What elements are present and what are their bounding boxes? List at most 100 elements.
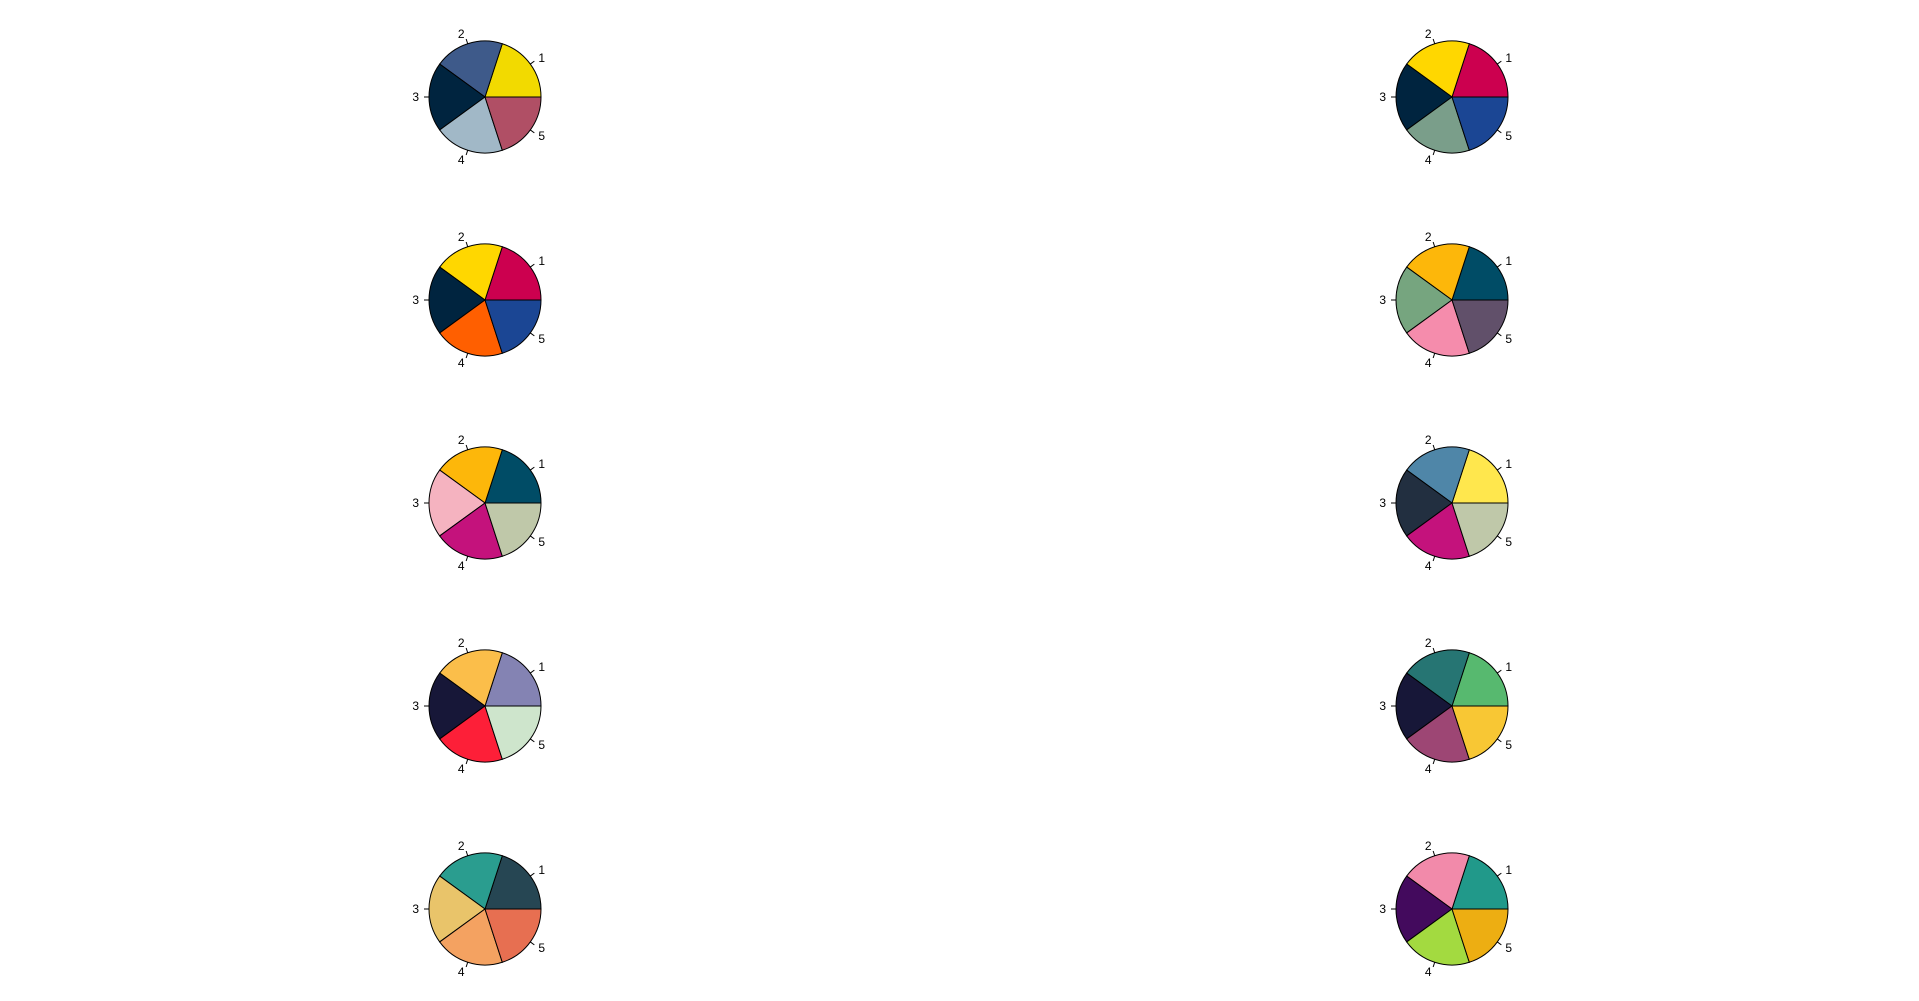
slice-label: 5 bbox=[1505, 738, 1512, 752]
pie-slice bbox=[439, 852, 503, 910]
slice-label: 3 bbox=[1379, 90, 1386, 104]
slice-label: 3 bbox=[412, 90, 419, 104]
slice-label-tick bbox=[1497, 466, 1502, 471]
pie-slice bbox=[428, 63, 486, 131]
pie-slice bbox=[439, 96, 503, 154]
slice-label: 2 bbox=[458, 433, 465, 447]
pie-slice bbox=[1406, 446, 1470, 504]
slice-label-tick bbox=[530, 466, 535, 471]
pie-slice bbox=[439, 299, 503, 357]
slice-label: 2 bbox=[1425, 230, 1432, 244]
slice-label-tick bbox=[1497, 129, 1502, 134]
pie-slice bbox=[1406, 908, 1470, 966]
slice-label: 1 bbox=[1505, 254, 1512, 268]
slice-label-tick bbox=[530, 535, 535, 540]
slice-label: 1 bbox=[1505, 863, 1512, 877]
slice-label-tick bbox=[1432, 150, 1436, 156]
slice-label-tick bbox=[530, 60, 535, 65]
pie-chart-7: 1 2 3 4 5 bbox=[412, 636, 545, 776]
slice-label: 2 bbox=[1425, 27, 1432, 41]
slice-label: 3 bbox=[412, 293, 419, 307]
slice-label-tick bbox=[1497, 872, 1502, 877]
slice-label: 1 bbox=[1505, 51, 1512, 65]
slice-label: 1 bbox=[538, 863, 545, 877]
slice-label-tick bbox=[1432, 241, 1436, 247]
slice-label: 3 bbox=[412, 699, 419, 713]
pie-slice bbox=[439, 502, 503, 560]
slice-label: 4 bbox=[1425, 559, 1432, 573]
slice-label: 4 bbox=[458, 559, 465, 573]
slice-label: 4 bbox=[458, 965, 465, 979]
pie-slice bbox=[439, 40, 503, 98]
slice-label-tick bbox=[1432, 353, 1436, 359]
slice-label: 5 bbox=[538, 941, 545, 955]
pie-chart-1: 1 2 3 4 5 bbox=[412, 27, 545, 167]
slice-label: 5 bbox=[1505, 129, 1512, 143]
pie-slice bbox=[439, 705, 503, 763]
pie-chart-3: 1 2 3 4 5 bbox=[412, 230, 545, 370]
slice-label-tick bbox=[1497, 332, 1502, 337]
slice-label: 2 bbox=[458, 839, 465, 853]
slice-label-tick bbox=[465, 150, 469, 156]
pie-slice bbox=[428, 469, 486, 537]
pie-slice bbox=[428, 266, 486, 334]
pie-slice bbox=[439, 446, 503, 504]
slice-label-tick bbox=[465, 241, 469, 247]
pie-chart-6: 1 2 3 4 5 bbox=[1379, 433, 1512, 573]
slice-label-tick bbox=[530, 263, 535, 268]
slice-label-tick bbox=[465, 962, 469, 968]
slice-label-tick bbox=[1432, 444, 1436, 450]
slice-label-tick bbox=[530, 332, 535, 337]
slice-label: 5 bbox=[1505, 332, 1512, 346]
pie-slice bbox=[1395, 875, 1453, 943]
slice-label: 3 bbox=[412, 902, 419, 916]
slice-label-tick bbox=[530, 941, 535, 946]
pie-chart-9: 1 2 3 4 5 bbox=[412, 839, 545, 979]
slice-label: 3 bbox=[1379, 699, 1386, 713]
slice-label: 1 bbox=[538, 457, 545, 471]
slice-label-tick bbox=[1432, 647, 1436, 653]
slice-label: 5 bbox=[538, 332, 545, 346]
pie-slice bbox=[1395, 469, 1453, 537]
slice-label-tick bbox=[465, 38, 469, 44]
slice-label: 3 bbox=[412, 496, 419, 510]
slice-label-tick bbox=[1432, 556, 1436, 562]
slice-label: 5 bbox=[538, 129, 545, 143]
slice-label: 5 bbox=[1505, 941, 1512, 955]
pie-slice bbox=[1406, 852, 1470, 910]
slice-label-tick bbox=[1497, 263, 1502, 268]
slice-label: 5 bbox=[538, 738, 545, 752]
slice-label-tick bbox=[1432, 850, 1436, 856]
slice-label: 2 bbox=[458, 230, 465, 244]
slice-label: 2 bbox=[1425, 636, 1432, 650]
slice-label-tick bbox=[1497, 535, 1502, 540]
slice-label-tick bbox=[530, 738, 535, 743]
slice-label-tick bbox=[465, 850, 469, 856]
slice-label: 1 bbox=[538, 51, 545, 65]
pie-chart-10: 1 2 3 4 5 bbox=[1379, 839, 1512, 979]
slice-label: 4 bbox=[1425, 965, 1432, 979]
pie-slice bbox=[1395, 63, 1453, 131]
slice-label: 4 bbox=[458, 762, 465, 776]
slice-label: 4 bbox=[1425, 153, 1432, 167]
slice-label-tick bbox=[1432, 962, 1436, 968]
slice-label-tick bbox=[465, 647, 469, 653]
slice-label-tick bbox=[530, 669, 535, 674]
slice-label: 3 bbox=[1379, 496, 1386, 510]
slice-label-tick bbox=[1497, 669, 1502, 674]
slice-label-tick bbox=[1432, 38, 1436, 44]
slice-label: 4 bbox=[458, 356, 465, 370]
pie-chart-8: 1 2 3 4 5 bbox=[1379, 636, 1512, 776]
slice-label-tick bbox=[1497, 941, 1502, 946]
slice-label-tick bbox=[465, 556, 469, 562]
slice-label: 5 bbox=[538, 535, 545, 549]
pie-slice bbox=[1406, 40, 1470, 98]
slice-label-tick bbox=[1432, 759, 1436, 765]
slice-label-tick bbox=[530, 872, 535, 877]
slice-label-tick bbox=[465, 759, 469, 765]
slice-label: 4 bbox=[1425, 356, 1432, 370]
slice-label-tick bbox=[465, 444, 469, 450]
pie-slice bbox=[428, 875, 486, 943]
slice-label-tick bbox=[465, 353, 469, 359]
